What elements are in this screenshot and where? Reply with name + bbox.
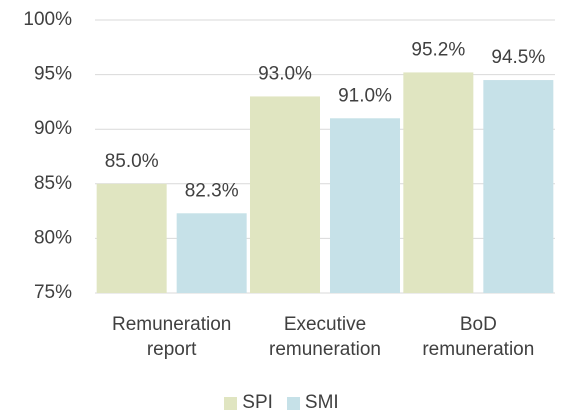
data-label: 95.2%: [411, 39, 465, 60]
bar: [403, 72, 474, 293]
x-tick-label: Remuneration report: [111, 314, 232, 360]
y-tick-label: 90%: [34, 118, 72, 139]
x-tick-label: Executive remuneration: [269, 314, 381, 360]
bar: [250, 96, 320, 293]
y-tick-label: 95%: [34, 64, 72, 85]
legend-swatch: [286, 396, 300, 410]
y-tick-label: 100%: [23, 9, 72, 30]
y-tick-label: 80%: [34, 227, 72, 248]
data-label: 94.5%: [491, 47, 545, 68]
legend-item: SPI: [224, 392, 273, 414]
y-tick-label: 85%: [34, 173, 72, 194]
legend-label: SPI: [242, 392, 273, 413]
legend-item: SMI: [286, 392, 339, 414]
data-label: 85.0%: [105, 151, 159, 172]
legend-swatch: [224, 396, 238, 410]
y-tick-label: 75%: [34, 282, 72, 303]
bar: [96, 183, 167, 293]
data-label: 82.3%: [185, 180, 239, 201]
bar: [176, 213, 247, 293]
bar: [483, 80, 554, 293]
data-label: 93.0%: [258, 63, 312, 84]
legend: SPI SMI: [0, 392, 563, 414]
bar: [330, 118, 400, 293]
legend-label: SMI: [304, 392, 339, 413]
data-label: 91.0%: [338, 85, 392, 106]
x-tick-label: BoD remuneration: [422, 314, 535, 360]
